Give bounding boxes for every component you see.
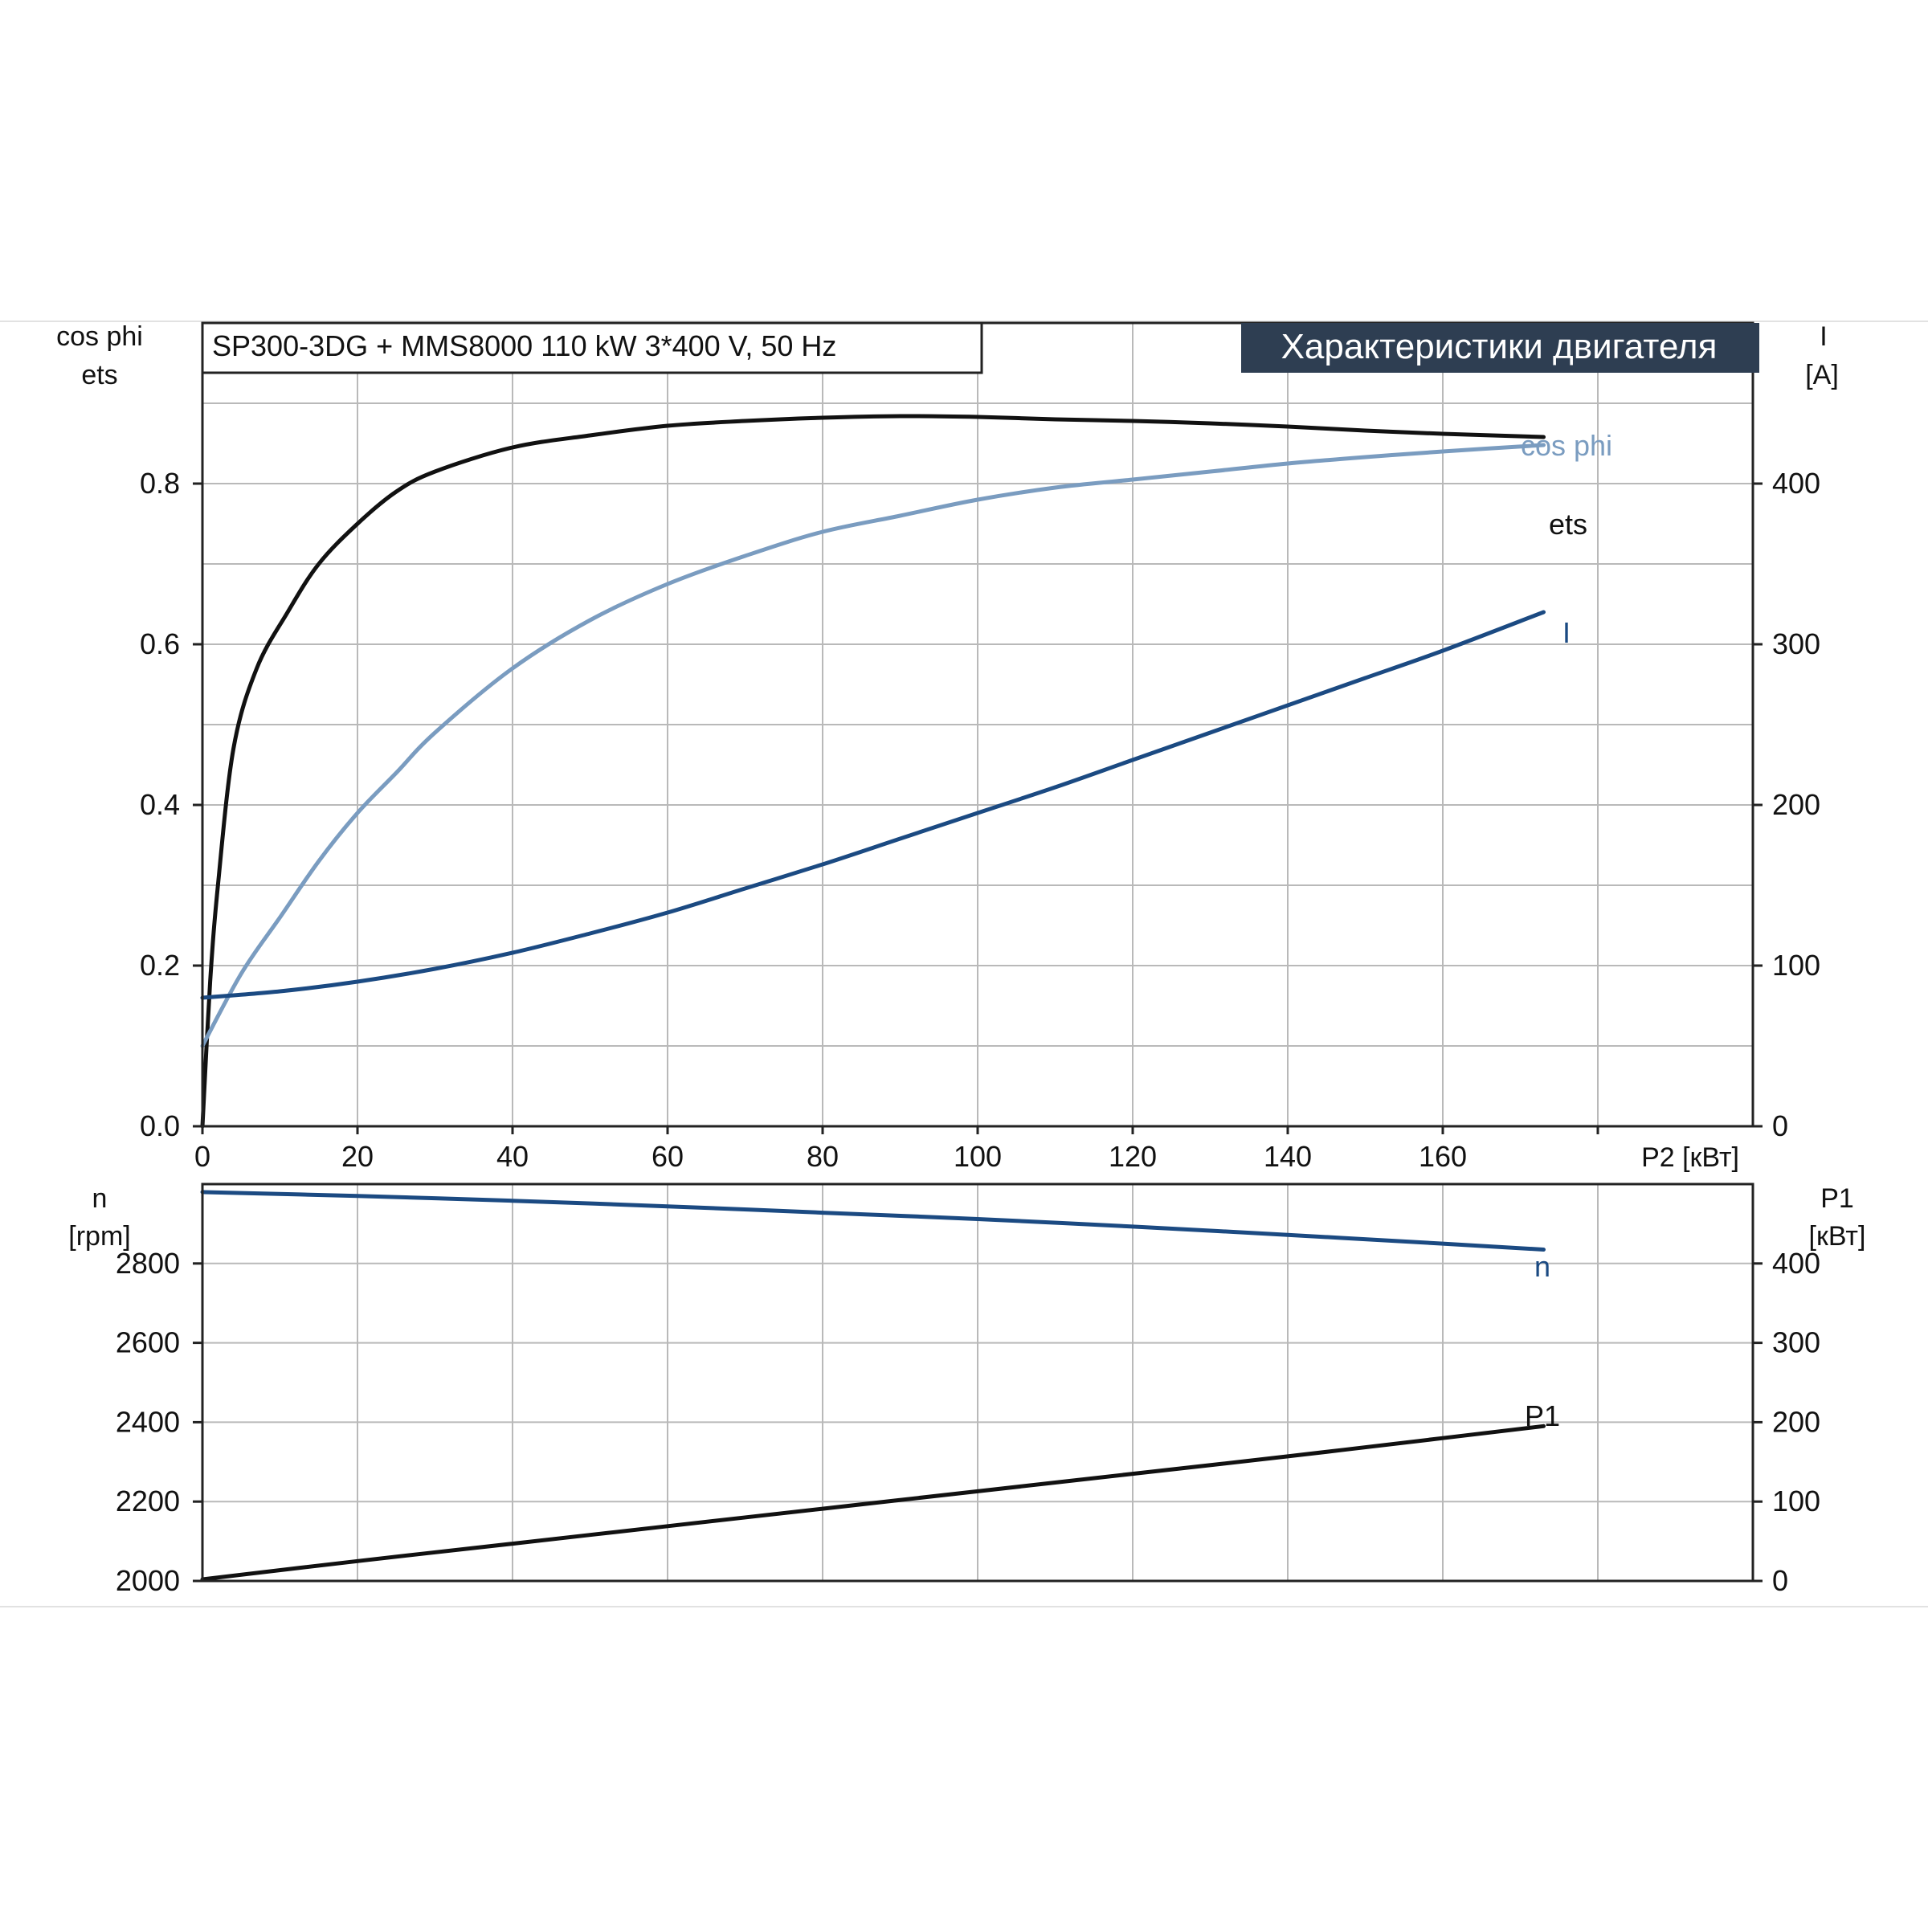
ets-curve-label: ets xyxy=(1549,508,1587,541)
title-box xyxy=(201,321,983,374)
bottom-curves xyxy=(200,1190,1546,1582)
section-badge xyxy=(1241,323,1759,373)
top-left-tick-label: 0.6 xyxy=(140,627,180,660)
x-tick-label: 120 xyxy=(1109,1140,1157,1173)
n-curve xyxy=(200,1190,1546,1252)
top-curves xyxy=(200,414,1546,1129)
x-tick-label: 80 xyxy=(807,1140,839,1173)
top-right-tick-label: 300 xyxy=(1772,627,1820,660)
right-axis-title-line1: I xyxy=(1820,321,1827,352)
x-tick-label: 100 xyxy=(954,1140,1002,1173)
chart-title: SP300-3DG + MMS8000 110 kW 3*400 V, 50 H… xyxy=(212,329,836,362)
x-axis-title: P2 [кВт] xyxy=(1641,1142,1739,1173)
x-tick-label: 0 xyxy=(194,1140,210,1173)
top-right-tick-label: 0 xyxy=(1772,1109,1788,1142)
i-curve xyxy=(200,610,1546,1000)
top-right-tick-label: 400 xyxy=(1772,467,1820,500)
x-tick-label: 160 xyxy=(1419,1140,1467,1173)
bottom-plot-frame xyxy=(201,1182,1754,1583)
bottom-tick-labels: 2000 2200 2400 2600 2800 0 100 200 300 400 xyxy=(116,1247,1820,1597)
bottom-right-tick-label: 400 xyxy=(1772,1247,1820,1280)
bottom-left-axis-title-line1: n xyxy=(92,1183,108,1214)
p1-curve xyxy=(200,1423,1546,1582)
section-badge-label: Характеристики двигателя xyxy=(1281,327,1718,366)
bottom-right-axis-title-line1: P1 xyxy=(1820,1183,1854,1214)
top-tick-labels: 0.0 0.2 0.4 0.6 0.8 0 100 200 300 400 0 20 40 60 80 100… xyxy=(140,467,1820,1173)
cos-phi-curve xyxy=(200,443,1546,1048)
top-right-tick-label: 100 xyxy=(1772,949,1820,982)
ets-curve xyxy=(200,414,1546,1129)
bottom-left-tick-label: 2200 xyxy=(116,1485,180,1517)
left-axis-title-line2: ets xyxy=(81,360,117,390)
top-right-tick-label: 200 xyxy=(1772,788,1820,821)
bottom-right-tick-label: 200 xyxy=(1772,1405,1820,1438)
bottom-right-tick-label: 100 xyxy=(1772,1485,1820,1517)
current-curve-label: I xyxy=(1562,616,1571,649)
left-axis-title-line1: cos phi xyxy=(56,321,143,352)
bottom-grid xyxy=(202,1184,1753,1581)
bottom-left-tick-label: 2600 xyxy=(116,1326,180,1359)
top-left-tick-label: 0.0 xyxy=(140,1109,180,1142)
top-left-tick-label: 0.4 xyxy=(140,788,180,821)
top-grid xyxy=(202,323,1753,1126)
bottom-left-axis-title-line2: [rpm] xyxy=(68,1221,130,1252)
speed-curve-label: n xyxy=(1534,1250,1550,1283)
top-left-tick-label: 0.8 xyxy=(140,467,180,500)
x-tick-label: 60 xyxy=(652,1140,684,1173)
bottom-right-axis-title-line2: [кВт] xyxy=(1809,1221,1866,1252)
p1-curve-label: P1 xyxy=(1525,1399,1560,1432)
x-tick-label: 20 xyxy=(341,1140,374,1173)
bottom-right-tick-label: 0 xyxy=(1772,1564,1788,1597)
x-tick-label: 40 xyxy=(496,1140,529,1173)
right-axis-title-line2: [A] xyxy=(1805,360,1839,390)
bottom-left-tick-label: 2800 xyxy=(116,1247,180,1280)
bottom-right-tick-label: 300 xyxy=(1772,1326,1820,1359)
bottom-left-tick-label: 2400 xyxy=(116,1405,180,1438)
cos-phi-curve-label: cos phi xyxy=(1521,429,1612,462)
bottom-left-tick-label: 2000 xyxy=(116,1564,180,1597)
x-tick-label: 140 xyxy=(1264,1140,1312,1173)
top-left-tick-label: 0.2 xyxy=(140,949,180,982)
